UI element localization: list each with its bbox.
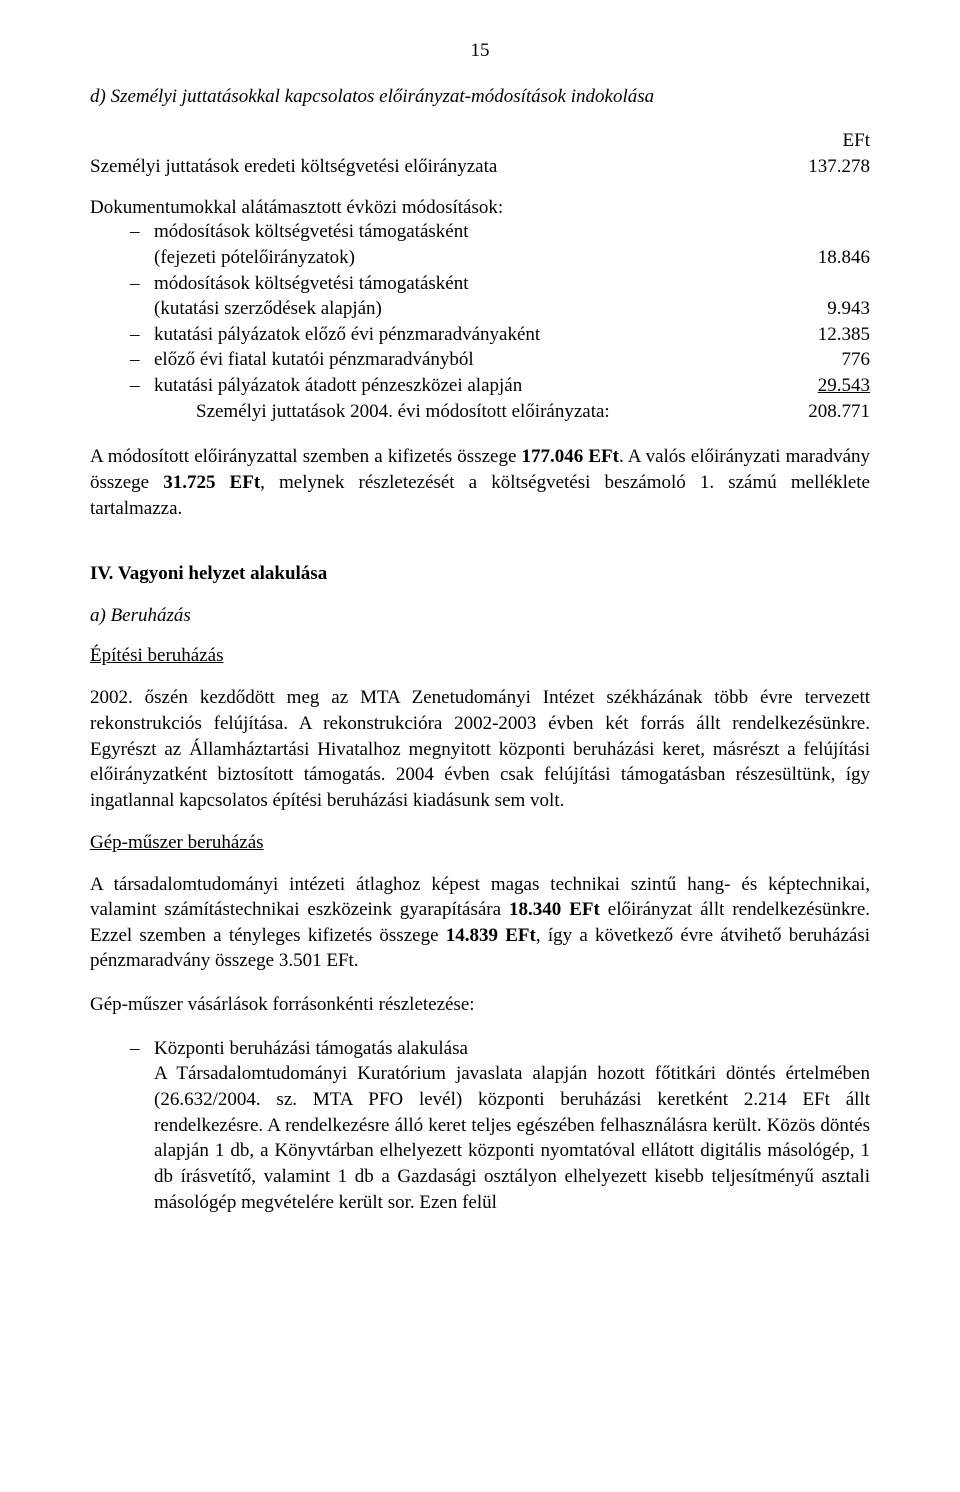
gep-d: 14.839 EFt	[446, 925, 536, 946]
b4-value: 776	[750, 347, 870, 373]
epitesi-para: 2002. őszén kezdődött meg az MTA Zenetud…	[90, 685, 870, 813]
row1-value: 137.278	[750, 154, 870, 180]
b5-text: kutatási pályázatok átadott pénzeszközei…	[154, 373, 750, 399]
document-page: 15 d) Személyi juttatásokkal kapcsolatos…	[0, 0, 960, 1492]
row1-label: Személyi juttatások eredeti költségvetés…	[90, 154, 750, 180]
para1-d: 31.725 EFt	[163, 472, 260, 493]
section-d-heading: d) Személyi juttatásokkal kapcsolatos el…	[90, 86, 870, 108]
epitesi-heading: Építési beruházás	[90, 645, 870, 667]
eft-label: EFt	[750, 128, 870, 154]
b1-sub: (fejezeti pótelőirányzatok)	[154, 245, 750, 271]
empty	[90, 128, 750, 154]
b5-value: 29.543	[750, 373, 870, 399]
dash-icon: –	[130, 1036, 154, 1215]
gepmuszer-heading: Gép-műszer beruházás	[90, 832, 870, 854]
dash-icon: –	[130, 322, 154, 348]
dash-icon: –	[130, 373, 154, 399]
para1: A módosított előirányzattal szemben a ki…	[90, 444, 870, 521]
gep-b: 18.340 EFt	[509, 899, 600, 920]
b1-value: 18.846	[750, 245, 870, 271]
summary-label: Személyi juttatások 2004. évi módosított…	[90, 399, 750, 425]
b3-text: kutatási pályázatok előző évi pénzmaradv…	[154, 322, 750, 348]
b2-value: 9.943	[750, 296, 870, 322]
dash-icon: –	[130, 219, 154, 245]
dash-icon: –	[130, 347, 154, 373]
li1-body: A Társadalomtudományi Kuratórium javasla…	[154, 1061, 870, 1215]
para1-a: A módosított előirányzattal szemben a ki…	[90, 446, 522, 467]
b2-text: módosítások költségvetési támogatásként	[154, 271, 750, 297]
section-iv-heading: IV. Vagyoni helyzet alakulása	[90, 563, 870, 585]
dash-icon: –	[130, 271, 154, 297]
b3-value: 12.385	[750, 322, 870, 348]
para1-b: 177.046 EFt	[522, 446, 619, 467]
page-number: 15	[90, 40, 870, 62]
b4-text: előző évi fiatal kutatói pénzmaradványbó…	[154, 347, 750, 373]
doc-intro: Dokumentumokkal alátámasztott évközi mód…	[90, 197, 870, 219]
a-beruhazas: a) Beruházás	[90, 605, 870, 627]
gep-reszlet: Gép-műszer vásárlások forrásonkénti rész…	[90, 992, 870, 1018]
b1-text: módosítások költségvetési támogatásként	[154, 219, 750, 245]
gep-para: A társadalomtudományi intézeti átlaghoz …	[90, 872, 870, 975]
li1-head: Központi beruházási támogatás alakulása	[154, 1036, 870, 1062]
summary-value: 208.771	[750, 399, 870, 425]
b2-sub: (kutatási szerződések alapján)	[154, 296, 750, 322]
